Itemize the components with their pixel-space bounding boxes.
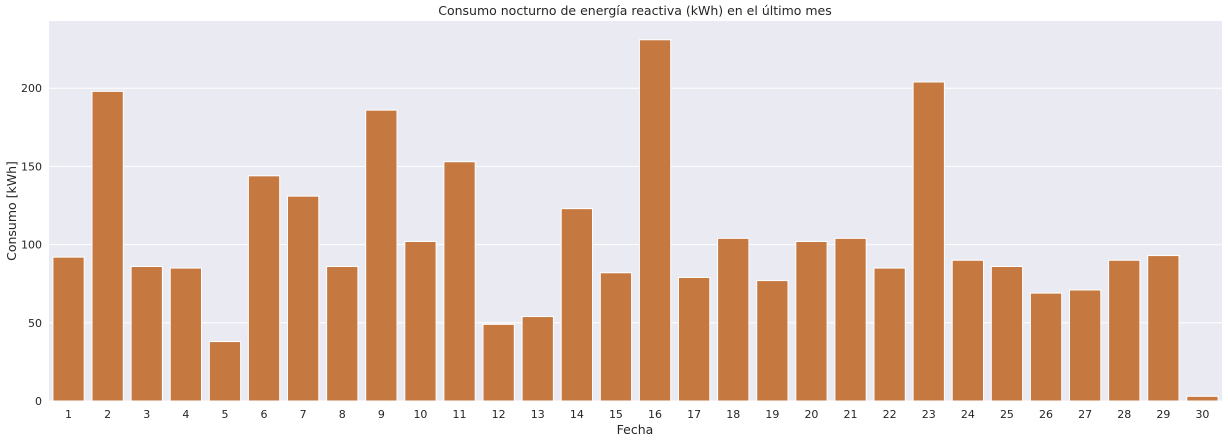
x-tick-label: 23 (922, 408, 936, 421)
bar-14 (560, 208, 593, 402)
x-tick-label: 15 (609, 408, 623, 421)
bar-4 (169, 267, 202, 402)
bar-15 (599, 272, 633, 402)
x-tick-label: 19 (765, 408, 779, 421)
x-tick-label: 8 (339, 408, 346, 421)
x-tick-label: 30 (1195, 408, 1209, 421)
bar-18 (717, 237, 750, 402)
x-axis-label: Fecha (617, 422, 654, 437)
x-tick-label: 20 (804, 408, 818, 421)
x-tick-label: 9 (378, 408, 385, 421)
bars (52, 39, 1219, 402)
bar-3 (130, 266, 163, 402)
bar-20 (795, 240, 828, 402)
y-tick-labels: 0 50 100 150 200 (21, 82, 42, 408)
bar-23 (912, 81, 945, 402)
x-tick-label: 25 (1000, 408, 1014, 421)
x-tick-label: 4 (182, 408, 189, 421)
y-tick-label: 200 (21, 82, 42, 95)
x-tick-label: 17 (687, 408, 701, 421)
plot-background (49, 21, 1222, 401)
x-tick-label: 24 (961, 408, 975, 421)
bar-2 (91, 90, 124, 402)
bar-11 (443, 161, 476, 402)
x-tick-label: 28 (1117, 408, 1131, 421)
x-tick-label: 6 (261, 408, 268, 421)
x-tick-label: 29 (1156, 408, 1170, 421)
bar-27 (1069, 289, 1102, 402)
x-tick-label: 13 (531, 408, 545, 421)
x-tick-label: 2 (104, 408, 111, 421)
chart-title: Consumo nocturno de energía reactiva (kW… (438, 3, 832, 18)
bar-5 (208, 341, 242, 402)
x-tick-label: 10 (413, 408, 427, 421)
y-tick-label: 150 (21, 160, 42, 173)
x-tick-label: 22 (883, 408, 897, 421)
y-tick-label: 50 (28, 317, 42, 330)
x-tick-label: 21 (844, 408, 858, 421)
bar-16 (638, 39, 672, 402)
x-tick-label: 7 (300, 408, 307, 421)
x-tick-label: 26 (1039, 408, 1053, 421)
gridlines (49, 87, 1222, 402)
bar-12 (482, 323, 515, 402)
bar-7 (287, 195, 320, 402)
bar-21 (834, 237, 867, 402)
x-tick-label: 11 (453, 408, 467, 421)
x-tick-label: 5 (221, 408, 228, 421)
bar-9 (365, 109, 398, 402)
x-tick-label: 14 (570, 408, 584, 421)
bar-30 (1186, 395, 1219, 402)
bar-13 (521, 316, 554, 402)
bar-1 (52, 256, 85, 402)
bar-6 (247, 175, 281, 402)
bar-10 (404, 240, 437, 402)
y-axis-label: Consumo [kWh] (4, 161, 19, 261)
x-tick-labels: 1 2 3 4 5 6 7 8 9 10 11 12 13 14 15 16 17 18 19 20 21 22 23 24 2… (65, 408, 1209, 421)
bar-22 (873, 267, 906, 402)
x-tick-label: 16 (648, 408, 662, 421)
x-tick-label: 18 (726, 408, 740, 421)
x-tick-label: 3 (143, 408, 150, 421)
bar-8 (326, 266, 359, 402)
bar-25 (990, 266, 1024, 402)
x-tick-label: 27 (1078, 408, 1092, 421)
x-tick-label: 12 (492, 408, 506, 421)
bar-29 (1147, 255, 1180, 402)
x-tick-label: 1 (65, 408, 72, 421)
y-tick-label: 100 (21, 239, 42, 252)
y-tick-label: 0 (35, 395, 42, 408)
bar-26 (1029, 292, 1063, 402)
bar-24 (951, 259, 984, 402)
bar-28 (1108, 259, 1141, 402)
bar-17 (678, 276, 711, 402)
bar-19 (756, 280, 789, 402)
